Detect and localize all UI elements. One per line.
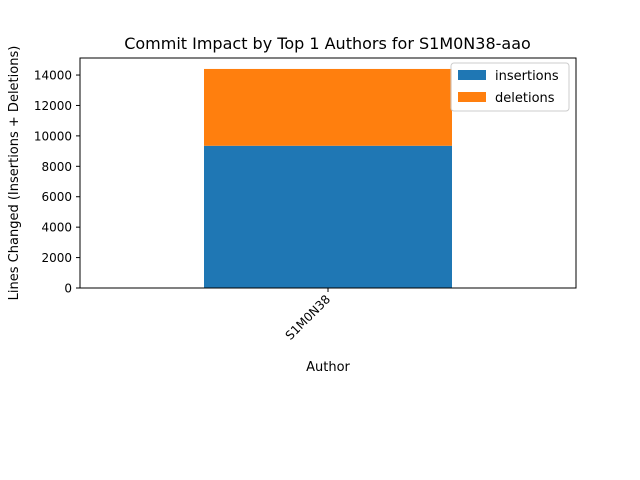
legend-swatch-insertions: [458, 70, 486, 80]
x-axis-label: Author: [306, 360, 350, 375]
chart-title: Commit Impact by Top 1 Authors for S1M0N…: [124, 34, 531, 53]
y-tick-label: 0: [64, 282, 72, 296]
y-tick-label: 14000: [34, 69, 72, 83]
legend: insertions deletions: [450, 62, 570, 112]
y-tick-label: 10000: [34, 129, 72, 143]
x-axis: S1M0N38: [283, 288, 334, 343]
y-tick-label: 8000: [41, 160, 72, 174]
x-tick-label: S1M0N38: [283, 292, 334, 343]
y-tick-label: 6000: [41, 190, 72, 204]
legend-label-deletions: deletions: [495, 91, 555, 106]
y-tick-label: 12000: [34, 99, 72, 113]
bar-deletions-S1M0N38: [204, 68, 452, 146]
bar-insertions-S1M0N38: [204, 145, 452, 288]
y-tick-label: 2000: [41, 251, 72, 265]
y-axis-label: Lines Changed (Insertions + Deletions): [7, 46, 22, 301]
bars-layer: [204, 68, 452, 288]
y-tick-label: 4000: [41, 221, 72, 235]
y-axis: 0 2000 4000 6000 8000 10000 12000 14000: [34, 69, 80, 296]
legend-label-insertions: insertions: [495, 69, 559, 84]
legend-swatch-deletions: [458, 92, 486, 102]
